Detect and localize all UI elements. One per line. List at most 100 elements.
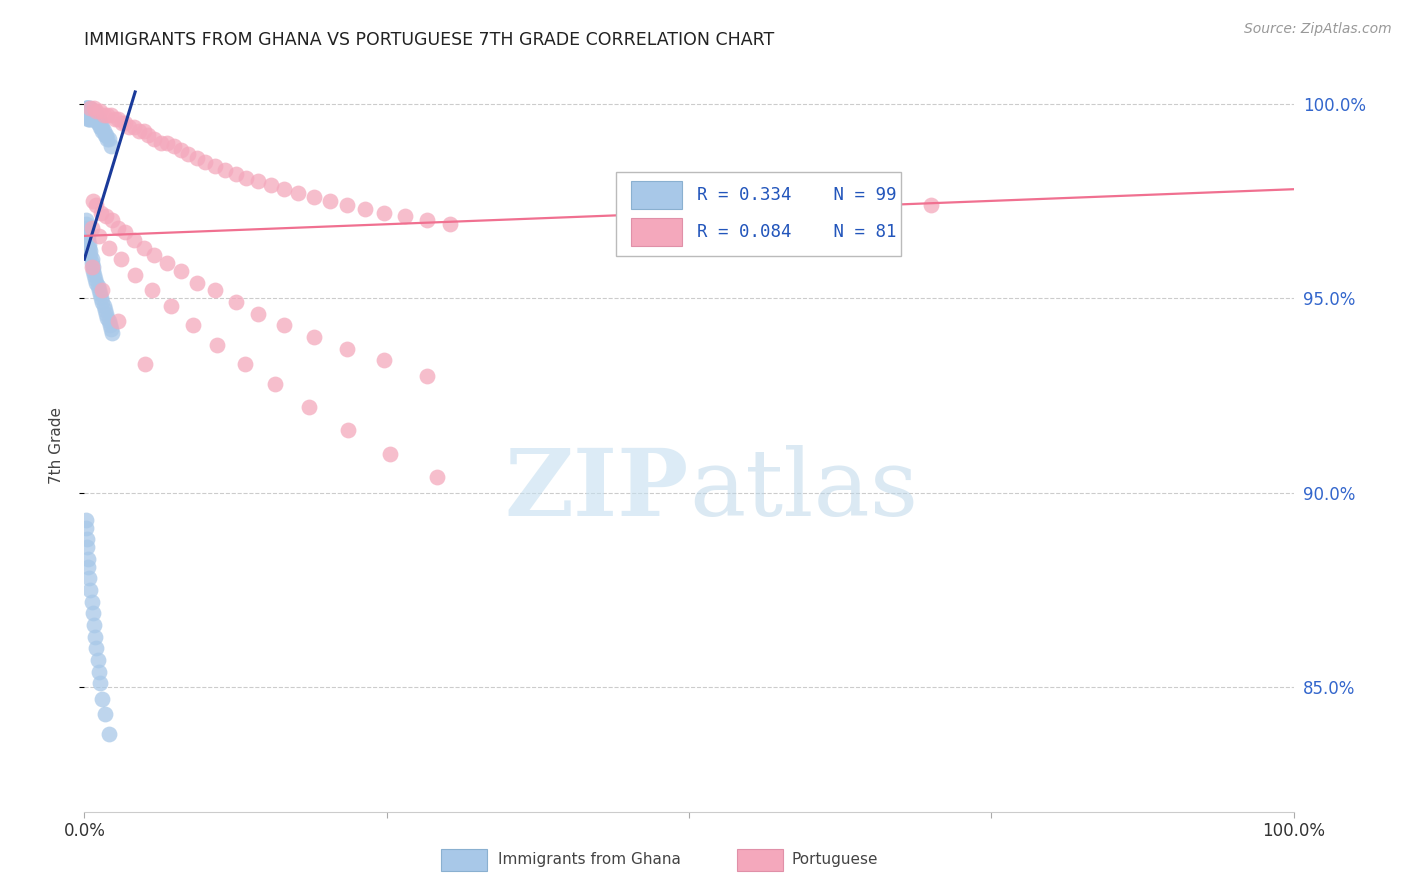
Point bbox=[91, 284, 114, 298]
Point bbox=[83, 112, 105, 127]
Point bbox=[207, 338, 229, 352]
Point bbox=[287, 186, 309, 200]
Point bbox=[94, 307, 117, 321]
Point bbox=[122, 233, 145, 247]
FancyBboxPatch shape bbox=[631, 219, 682, 246]
Point bbox=[96, 108, 118, 122]
Point bbox=[96, 131, 118, 145]
Point bbox=[75, 108, 97, 122]
Point bbox=[128, 124, 150, 138]
Point bbox=[82, 260, 104, 274]
Point bbox=[394, 210, 416, 224]
Point bbox=[76, 108, 98, 122]
Point bbox=[87, 112, 110, 127]
Point bbox=[86, 198, 108, 212]
Point bbox=[83, 618, 105, 632]
Point bbox=[101, 326, 124, 341]
Point bbox=[89, 676, 111, 690]
Point bbox=[89, 104, 111, 119]
Point bbox=[83, 104, 105, 119]
Point bbox=[77, 112, 100, 127]
Point bbox=[132, 124, 155, 138]
Point bbox=[101, 213, 124, 227]
Point bbox=[98, 318, 121, 333]
Point bbox=[97, 131, 120, 145]
Point bbox=[79, 108, 101, 122]
Point bbox=[204, 284, 226, 298]
Point bbox=[75, 217, 97, 231]
Point bbox=[336, 198, 359, 212]
Point bbox=[76, 533, 98, 547]
Point bbox=[170, 144, 193, 158]
Y-axis label: 7th Grade: 7th Grade bbox=[49, 408, 63, 484]
Point bbox=[77, 108, 100, 122]
Point bbox=[90, 120, 112, 134]
Text: ZIP: ZIP bbox=[505, 445, 689, 535]
Point bbox=[79, 101, 101, 115]
Point bbox=[94, 210, 117, 224]
Text: R = 0.334    N = 99: R = 0.334 N = 99 bbox=[697, 186, 897, 204]
Point bbox=[132, 241, 155, 255]
Point bbox=[233, 357, 256, 371]
Point bbox=[82, 194, 104, 208]
Point bbox=[104, 112, 127, 127]
Point bbox=[181, 318, 204, 333]
Point bbox=[100, 139, 122, 153]
Point bbox=[186, 276, 208, 290]
Point bbox=[86, 653, 108, 667]
Point bbox=[114, 225, 136, 239]
Point bbox=[100, 322, 122, 336]
Point bbox=[83, 101, 105, 115]
Point bbox=[373, 353, 395, 368]
Point bbox=[100, 108, 122, 122]
Point bbox=[273, 182, 295, 196]
Point bbox=[91, 692, 114, 706]
Point bbox=[204, 159, 226, 173]
Point bbox=[77, 571, 100, 585]
Point bbox=[86, 112, 108, 127]
Point bbox=[380, 447, 402, 461]
Point bbox=[118, 120, 141, 134]
Point bbox=[96, 310, 118, 325]
Point bbox=[76, 101, 98, 115]
Point bbox=[124, 268, 146, 282]
Point bbox=[84, 112, 107, 127]
Point bbox=[94, 302, 117, 317]
Point bbox=[84, 108, 107, 122]
Point bbox=[90, 205, 112, 219]
Point bbox=[90, 291, 112, 305]
Point bbox=[86, 108, 108, 122]
Point bbox=[77, 236, 100, 251]
Point bbox=[273, 318, 295, 333]
Point bbox=[79, 112, 101, 127]
Point bbox=[920, 198, 942, 212]
Point bbox=[107, 112, 129, 127]
Point bbox=[93, 124, 115, 138]
Point bbox=[82, 108, 104, 122]
Point bbox=[259, 178, 281, 193]
Point bbox=[82, 607, 104, 621]
Point bbox=[80, 256, 103, 270]
Point bbox=[79, 244, 101, 259]
Point bbox=[319, 194, 342, 208]
Point bbox=[415, 213, 437, 227]
Point bbox=[79, 248, 101, 262]
Point bbox=[77, 241, 100, 255]
FancyBboxPatch shape bbox=[631, 181, 682, 209]
Point bbox=[86, 279, 108, 293]
Point bbox=[155, 136, 177, 150]
Point bbox=[247, 174, 270, 188]
Point bbox=[143, 248, 166, 262]
Point bbox=[76, 225, 98, 239]
Point bbox=[97, 241, 120, 255]
Point bbox=[77, 101, 100, 115]
Point bbox=[177, 147, 200, 161]
Point bbox=[194, 155, 217, 169]
Point bbox=[77, 104, 100, 119]
Point bbox=[75, 104, 97, 119]
Point bbox=[89, 116, 111, 130]
Point bbox=[138, 128, 160, 142]
Point bbox=[86, 276, 108, 290]
Point bbox=[87, 228, 110, 243]
Point bbox=[426, 470, 449, 484]
